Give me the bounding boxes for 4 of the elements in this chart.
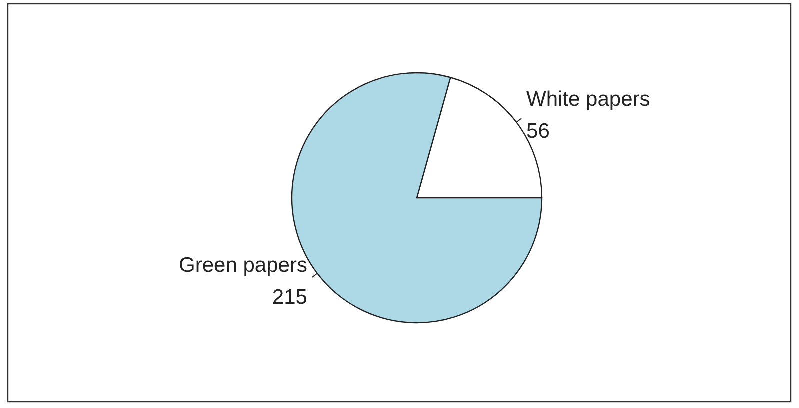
data-label: 215 — [272, 286, 308, 310]
data-label: 56 — [526, 120, 550, 143]
slice-label: Green papers — [179, 254, 308, 278]
slice-label: White papers — [526, 88, 650, 111]
